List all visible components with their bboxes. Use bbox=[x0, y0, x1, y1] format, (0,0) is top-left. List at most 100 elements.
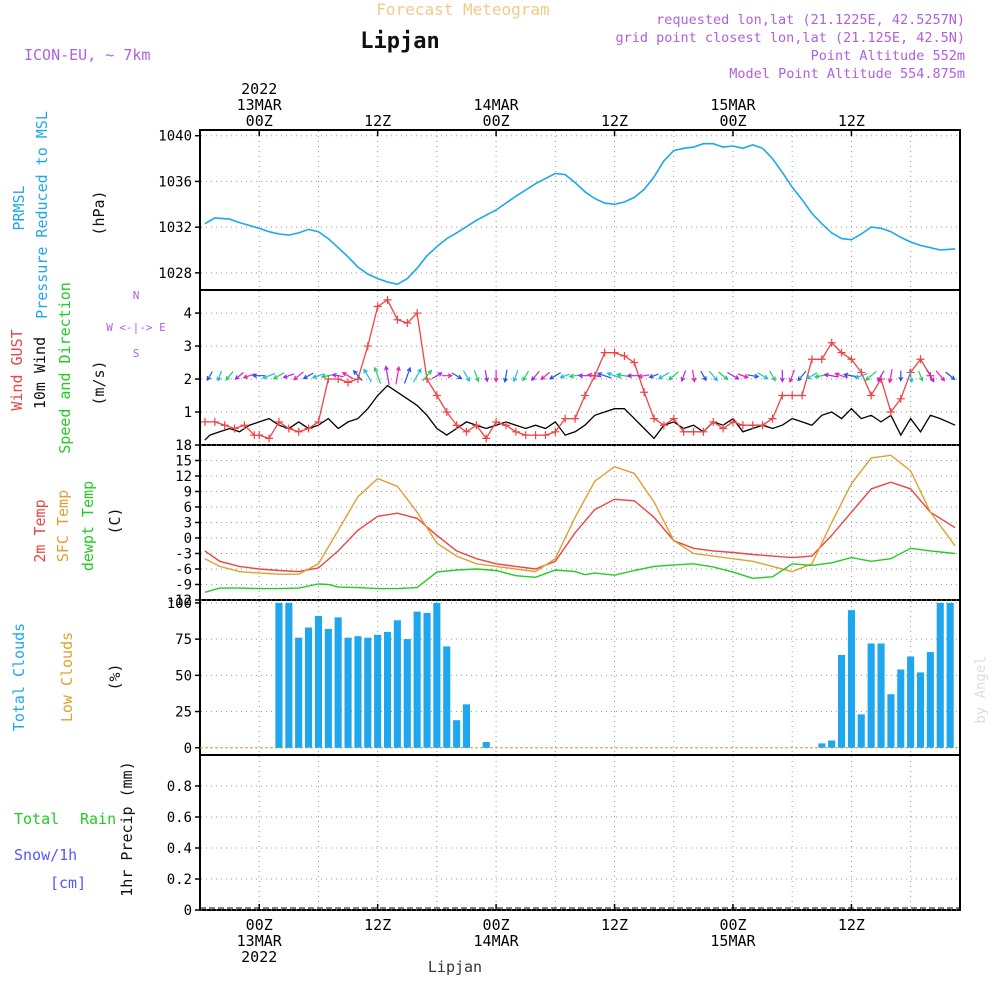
clouds-axis-title: Total Clouds Low Clouds (%) bbox=[10, 623, 124, 731]
time-label-bottom: 00Z bbox=[246, 916, 273, 934]
cloud-bar bbox=[384, 631, 392, 748]
time-label-top: 2022 bbox=[241, 80, 277, 98]
gust-marker bbox=[363, 342, 372, 351]
gust-marker bbox=[709, 417, 718, 426]
gust-marker bbox=[442, 408, 451, 417]
cloud-bar bbox=[413, 611, 421, 748]
time-label-top: 14MAR bbox=[474, 96, 520, 114]
pressure-unit: (hPa) bbox=[90, 190, 108, 235]
wind-direction-arrow bbox=[302, 372, 314, 380]
snow-unit: [cm] bbox=[50, 874, 86, 892]
temp-axis-title: 2m Temp SFC Temp dewpt Temp (C) bbox=[31, 481, 124, 571]
wind-direction-arrow bbox=[484, 370, 490, 383]
ytick-label: 100 bbox=[167, 596, 192, 612]
cloud-bar bbox=[877, 643, 885, 748]
wind-direction-arrow bbox=[451, 372, 463, 380]
time-label-bottom: 13MAR bbox=[237, 932, 283, 950]
ytick-label: 1036 bbox=[158, 174, 192, 190]
wind-direction-arrow bbox=[865, 370, 877, 381]
gust-marker bbox=[561, 414, 570, 423]
wind-direction-arrow bbox=[945, 371, 956, 381]
gust-marker bbox=[334, 375, 343, 384]
gust-marker bbox=[788, 391, 797, 400]
ytick-label: 0 bbox=[184, 741, 192, 757]
cloud-bar bbox=[324, 629, 332, 748]
ytick-label: 3 bbox=[184, 339, 192, 355]
gust-marker bbox=[413, 309, 422, 318]
cloud-bar bbox=[857, 714, 865, 748]
sfc-label: SFC Temp bbox=[54, 490, 72, 562]
gust-marker bbox=[689, 427, 698, 436]
gust-marker bbox=[807, 355, 816, 364]
gust-marker bbox=[827, 338, 836, 347]
gust-marker bbox=[432, 391, 441, 400]
time-label-top: 12Z bbox=[364, 112, 391, 130]
wind-speed-line bbox=[204, 384, 956, 441]
gust-marker bbox=[373, 302, 382, 311]
gust-label: Wind GUST bbox=[8, 329, 26, 410]
location-title: Lipjan bbox=[360, 29, 439, 54]
time-label-bottom: 15MAR bbox=[710, 932, 756, 950]
wind-direction-arrow bbox=[737, 373, 749, 379]
wind-direction-arrow bbox=[887, 368, 893, 384]
gust-marker bbox=[620, 351, 629, 360]
ytick-label: 25 bbox=[175, 705, 192, 721]
wind-direction-arrow bbox=[680, 370, 687, 383]
time-label-top: 00Z bbox=[483, 112, 510, 130]
time-label-bottom: 00Z bbox=[719, 916, 746, 934]
ytick-label: 6 bbox=[184, 500, 192, 516]
cloud-bar bbox=[334, 617, 342, 748]
cloud-bar bbox=[453, 720, 461, 748]
gust-marker bbox=[492, 417, 501, 426]
gust-marker bbox=[640, 388, 649, 397]
cloud-bar bbox=[926, 652, 934, 748]
time-label-top: 15MAR bbox=[710, 96, 756, 114]
wind-direction-arrow bbox=[225, 371, 234, 381]
gust-marker bbox=[210, 417, 219, 426]
ytick-label: 1032 bbox=[158, 220, 192, 236]
wind-direction-arrow bbox=[431, 372, 443, 380]
cloud-bar bbox=[818, 743, 826, 748]
pressure-label-2: Pressure Reduced to MSL bbox=[33, 111, 51, 319]
panel-precip-frame bbox=[199, 754, 961, 911]
low-clouds-label: Low Clouds bbox=[58, 632, 76, 722]
wind-direction-arrow bbox=[918, 370, 924, 382]
wind-direction-arrow bbox=[568, 373, 581, 379]
gust-marker bbox=[314, 417, 323, 426]
time-label-bottom: 2022 bbox=[241, 948, 277, 966]
wind-label: 10m Wind bbox=[31, 337, 49, 409]
gust-marker bbox=[393, 315, 402, 324]
ytick-label: 2 bbox=[184, 372, 192, 388]
wind-direction-arrow bbox=[926, 369, 935, 383]
cloud-bar bbox=[443, 646, 451, 748]
requested-coords: requested lon,lat (21.1225E, 42.5257N) bbox=[656, 12, 965, 28]
wind-direction-arrow bbox=[206, 371, 213, 382]
wind-direction-arrow bbox=[747, 373, 760, 379]
time-label-bottom: 14MAR bbox=[474, 932, 520, 950]
wind-direction-arrow bbox=[559, 373, 571, 379]
gust-marker bbox=[383, 295, 392, 304]
ytick-label: 12 bbox=[175, 469, 192, 485]
cloud-bar bbox=[403, 639, 411, 748]
gust-marker bbox=[610, 348, 619, 357]
gust-marker bbox=[728, 417, 737, 426]
precip-axis-title: Total Rain Snow/1h [cm] 1hr Precip (mm) bbox=[14, 761, 136, 896]
gust-marker bbox=[571, 414, 580, 423]
wind-direction-arrow bbox=[700, 370, 707, 382]
wind-direction-arrow bbox=[503, 369, 508, 384]
cloud-bar bbox=[887, 694, 895, 748]
cloud-bar bbox=[275, 602, 283, 748]
cloud-bar bbox=[936, 602, 944, 748]
wind-direction-arrow bbox=[586, 372, 602, 378]
gust-marker bbox=[255, 431, 264, 440]
gust-marker bbox=[551, 427, 560, 436]
cloud-bar bbox=[482, 742, 490, 748]
gust-marker bbox=[472, 421, 481, 430]
cloud-bar bbox=[374, 634, 382, 748]
wind-direction-arrow bbox=[935, 370, 946, 382]
gust-marker bbox=[669, 414, 678, 423]
ytick-label: -9 bbox=[175, 578, 192, 594]
ytick-label: 1 bbox=[184, 405, 192, 421]
wind-direction-arrow bbox=[441, 373, 453, 379]
